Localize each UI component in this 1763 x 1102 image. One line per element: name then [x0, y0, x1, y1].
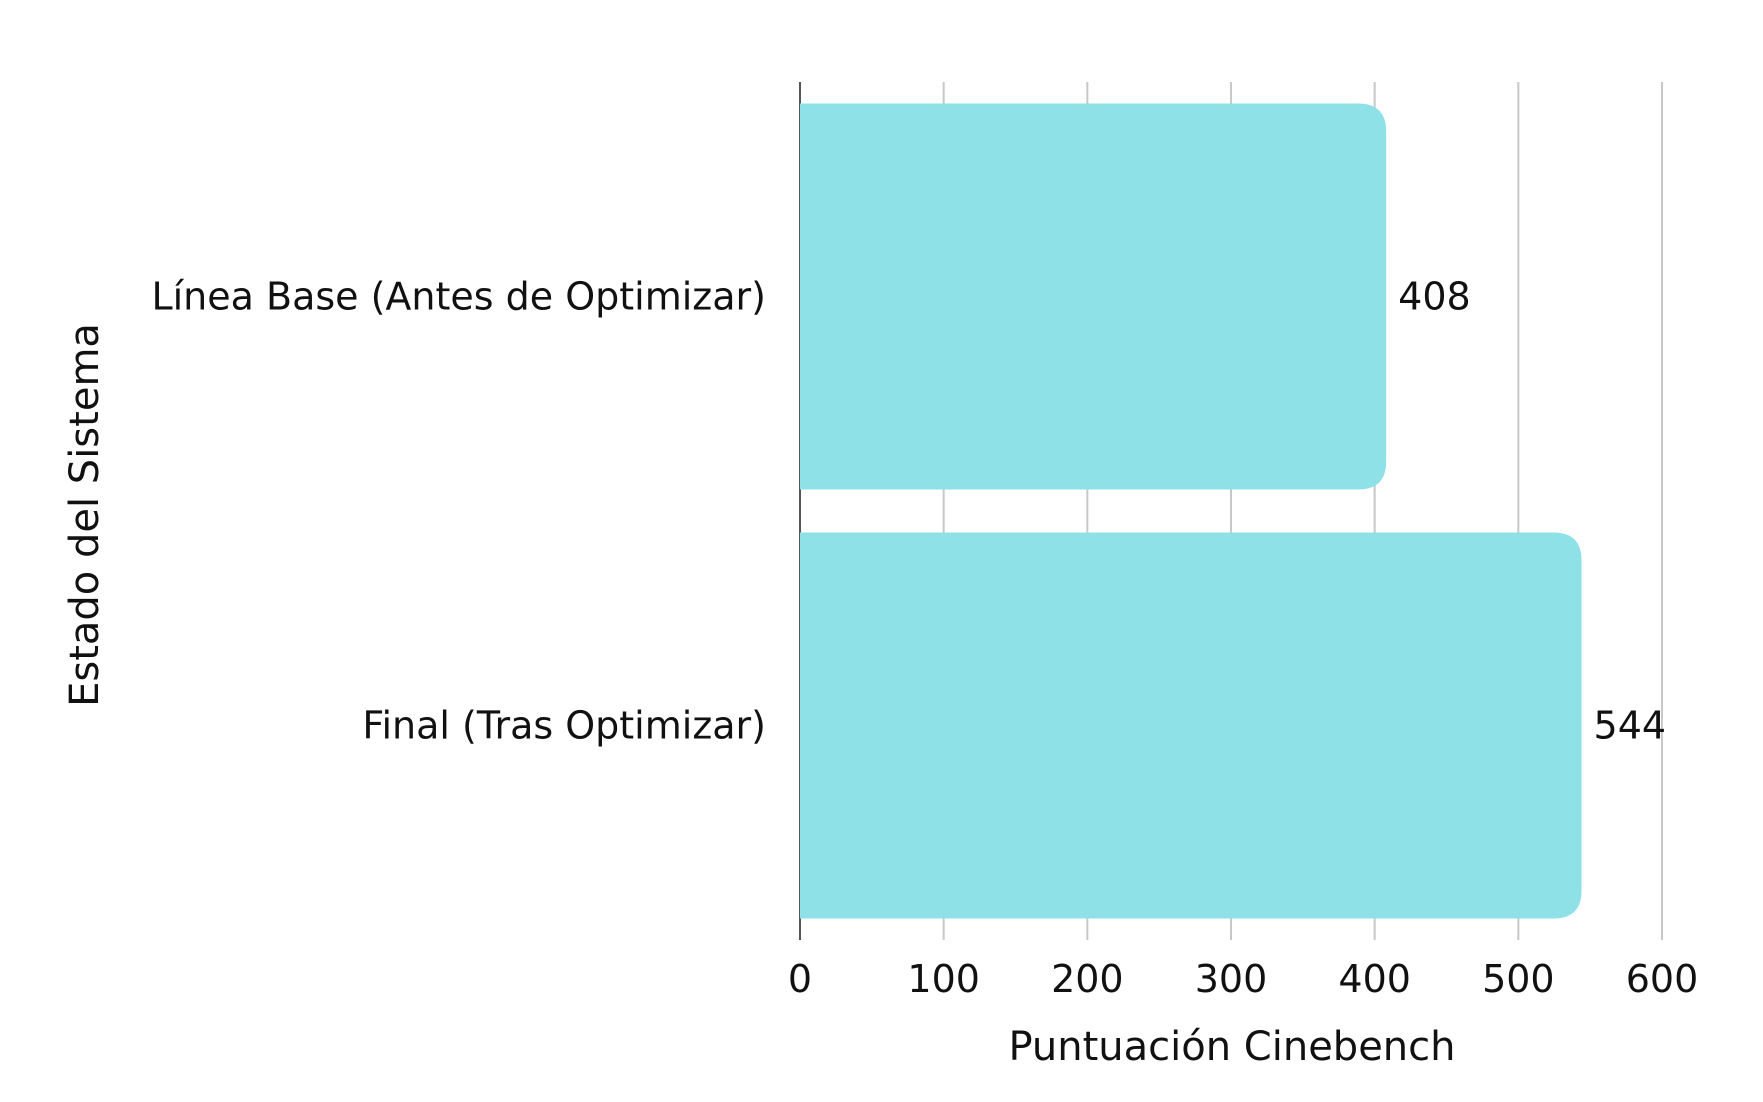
bar-0 [800, 103, 1387, 490]
x-tick-label: 0 [788, 957, 812, 1001]
x-tick-labels: 0 100 200 300 400 500 600 [788, 957, 1698, 1001]
x-tick-label: 200 [1051, 957, 1124, 1001]
x-axis-title: Puntuación Cinebench [1008, 1024, 1455, 1070]
category-label: Final (Tras Optimizar) [362, 704, 766, 748]
value-label: 408 [1398, 275, 1471, 319]
category-label: Línea Base (Antes de Optimizar) [151, 275, 766, 319]
category-labels: Línea Base (Antes de Optimizar) Final (Tr… [151, 275, 766, 748]
x-tick-label: 600 [1626, 957, 1699, 1001]
x-tick-label: 300 [1195, 957, 1268, 1001]
bar-1 [800, 532, 1582, 919]
value-labels: 408 544 [1398, 275, 1666, 748]
x-tick-label: 100 [907, 957, 980, 1001]
y-axis-title: Estado del Sistema [62, 323, 108, 707]
x-tick-label: 500 [1482, 957, 1555, 1001]
bars [800, 103, 1582, 919]
value-label: 544 [1594, 704, 1667, 748]
x-tick-label: 400 [1338, 957, 1411, 1001]
